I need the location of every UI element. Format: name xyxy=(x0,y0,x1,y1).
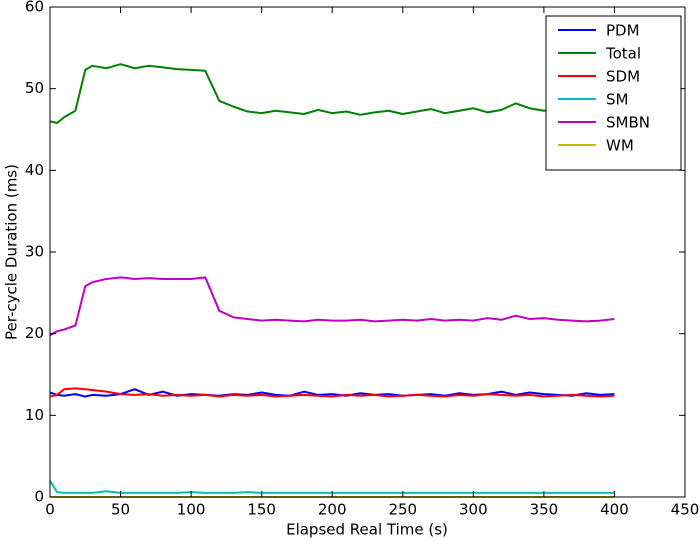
series-line xyxy=(49,63,615,124)
y-tick-label: 40 xyxy=(25,161,44,179)
series-line xyxy=(49,387,615,398)
x-tick-label: 150 xyxy=(247,501,276,519)
series-line xyxy=(49,276,615,337)
y-tick-label: 20 xyxy=(25,324,44,342)
legend-label: SM xyxy=(606,91,628,109)
x-tick-label: 300 xyxy=(459,501,488,519)
x-tick-label: 0 xyxy=(45,501,55,519)
y-tick-label: 60 xyxy=(25,0,44,16)
x-tick-label: 100 xyxy=(177,501,206,519)
x-tick-label: 50 xyxy=(111,501,130,519)
y-axis-label: Per-cycle Duration (ms) xyxy=(3,164,21,340)
legend-label: WM xyxy=(606,137,634,155)
legend-label: SDM xyxy=(606,68,640,86)
y-tick-label: 50 xyxy=(25,79,44,97)
x-tick-label: 450 xyxy=(671,501,700,519)
x-tick-label: 350 xyxy=(530,501,559,519)
legend-label: SMBN xyxy=(606,114,650,132)
x-axis-label: Elapsed Real Time (s) xyxy=(286,521,448,539)
x-tick-label: 400 xyxy=(600,501,629,519)
x-tick-label: 200 xyxy=(318,501,347,519)
legend-label: Total xyxy=(605,45,641,63)
legend-label: PDM xyxy=(606,22,640,40)
y-tick-label: 30 xyxy=(25,243,44,261)
y-tick-label: 10 xyxy=(25,406,44,424)
x-tick-label: 250 xyxy=(388,501,417,519)
y-tick-label: 0 xyxy=(34,488,44,506)
